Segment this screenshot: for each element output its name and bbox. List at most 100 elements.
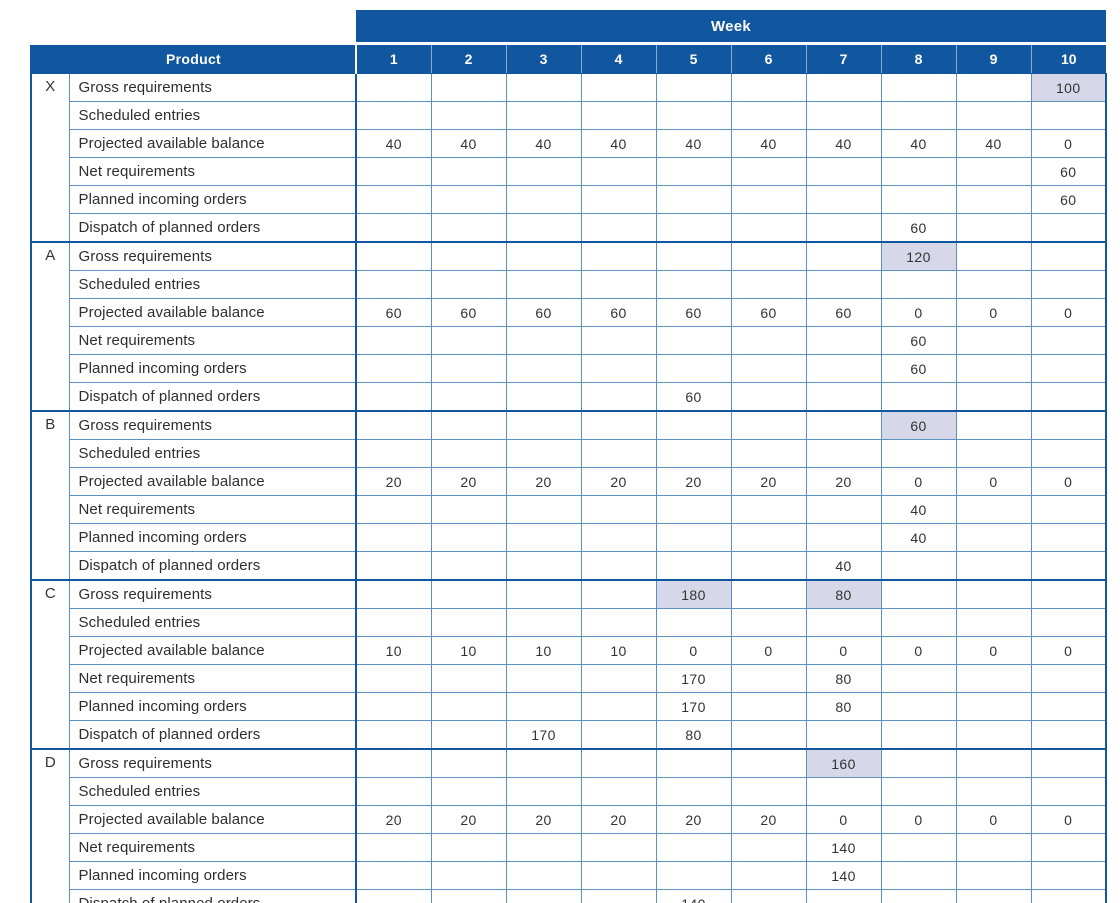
value-cell: 40 — [880, 523, 957, 552]
row-label: Net requirements — [68, 664, 357, 693]
empty-cell — [880, 439, 957, 468]
value-cell: 80 — [655, 720, 732, 750]
value-cell: 0 — [955, 467, 1032, 496]
empty-cell — [805, 410, 882, 440]
empty-cell — [880, 101, 957, 130]
empty-cell — [355, 551, 432, 581]
empty-cell — [355, 889, 432, 903]
week-column-header-2: 2 — [430, 42, 506, 74]
empty-cell — [430, 101, 507, 130]
week-header: Week — [356, 10, 1106, 44]
empty-cell — [580, 213, 657, 243]
empty-cell — [430, 354, 507, 383]
product-letter: X — [30, 73, 70, 243]
empty-cell — [805, 720, 882, 750]
empty-cell — [355, 523, 432, 552]
empty-cell — [580, 833, 657, 862]
value-cell: 40 — [430, 129, 507, 158]
value-cell: 170 — [505, 720, 582, 750]
empty-cell — [1030, 495, 1107, 524]
value-cell: 20 — [355, 805, 432, 834]
row-label: Dispatch of planned orders — [68, 382, 357, 412]
empty-cell — [880, 185, 957, 214]
value-cell: 20 — [730, 805, 807, 834]
empty-cell — [730, 185, 807, 214]
empty-cell — [730, 73, 807, 102]
empty-cell — [505, 551, 582, 581]
empty-cell — [580, 777, 657, 806]
empty-cell — [955, 608, 1032, 637]
empty-cell — [1030, 777, 1107, 806]
empty-cell — [655, 270, 732, 299]
row-label: Planned incoming orders — [68, 185, 357, 214]
week-column-header-6: 6 — [730, 42, 806, 74]
row-label: Projected available balance — [68, 467, 357, 496]
empty-cell — [1030, 213, 1107, 243]
value-cell: 40 — [655, 129, 732, 158]
empty-cell — [1030, 523, 1107, 552]
value-cell: 0 — [955, 636, 1032, 665]
empty-cell — [1030, 692, 1107, 721]
value-cell: 0 — [1030, 129, 1107, 158]
empty-cell — [355, 185, 432, 214]
row-label: Net requirements — [68, 833, 357, 862]
empty-cell — [880, 748, 957, 778]
row-label: Projected available balance — [68, 129, 357, 158]
empty-cell — [580, 861, 657, 890]
empty-cell — [805, 213, 882, 243]
empty-cell — [505, 608, 582, 637]
value-cell: 140 — [805, 833, 882, 862]
empty-cell — [580, 608, 657, 637]
empty-cell — [580, 410, 657, 440]
empty-cell — [1030, 579, 1107, 609]
value-cell: 0 — [955, 805, 1032, 834]
empty-cell — [1030, 748, 1107, 778]
value-cell: 20 — [505, 805, 582, 834]
value-cell: 10 — [505, 636, 582, 665]
empty-cell — [1030, 101, 1107, 130]
empty-cell — [355, 748, 432, 778]
empty-cell — [730, 664, 807, 693]
empty-cell — [580, 157, 657, 186]
product-letter: D — [30, 748, 70, 903]
empty-cell — [580, 354, 657, 383]
empty-cell — [505, 241, 582, 271]
empty-cell — [430, 382, 507, 412]
empty-cell — [580, 101, 657, 130]
value-cell: 0 — [1030, 636, 1107, 665]
week-column-header-10: 10 — [1030, 42, 1106, 74]
value-cell: 20 — [655, 467, 732, 496]
product-A-row-6: Dispatch of planned orders 60 — [31, 382, 1107, 412]
product-letter: B — [30, 410, 70, 581]
week-column-header-3: 3 — [505, 42, 581, 74]
value-cell: 60 — [880, 213, 957, 243]
row-label: Scheduled entries — [68, 439, 357, 468]
value-cell: 0 — [880, 298, 957, 327]
empty-cell — [430, 439, 507, 468]
empty-cell — [430, 833, 507, 862]
value-cell: 40 — [505, 129, 582, 158]
empty-cell — [430, 185, 507, 214]
empty-cell — [805, 889, 882, 903]
product-C-row-5: Planned incoming orders 170 80 — [31, 692, 1107, 721]
empty-cell — [655, 523, 732, 552]
empty-cell — [955, 382, 1032, 412]
value-cell: 40 — [580, 129, 657, 158]
empty-cell — [730, 720, 807, 750]
product-X-row-4: Net requirements 60 — [31, 157, 1107, 186]
empty-cell — [430, 410, 507, 440]
empty-cell — [805, 439, 882, 468]
week-column-header-1: 1 — [355, 42, 431, 74]
empty-cell — [730, 777, 807, 806]
value-cell: 80 — [805, 692, 882, 721]
empty-cell — [955, 73, 1032, 102]
empty-cell — [430, 241, 507, 271]
empty-cell — [730, 551, 807, 581]
row-label: Scheduled entries — [68, 270, 357, 299]
empty-cell — [880, 382, 957, 412]
value-cell: 60 — [880, 410, 957, 440]
empty-cell — [655, 410, 732, 440]
empty-cell — [730, 354, 807, 383]
empty-cell — [655, 777, 732, 806]
empty-cell — [1030, 354, 1107, 383]
